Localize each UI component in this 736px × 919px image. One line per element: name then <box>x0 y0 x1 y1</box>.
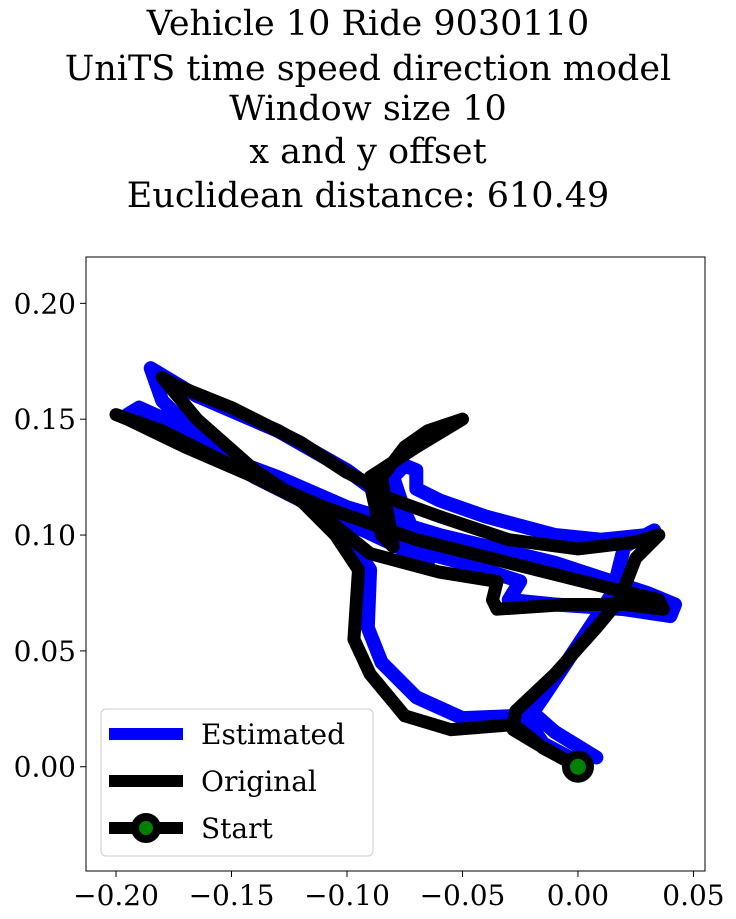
x-tick-label: −0.05 <box>420 879 506 912</box>
y-tick-label: 0.15 <box>14 403 76 436</box>
legend-start-marker <box>131 813 161 843</box>
x-tick-label: −0.20 <box>73 879 159 912</box>
start-point-marker <box>561 750 594 783</box>
y-axis: 0.00 0.05 0.10 0.15 0.20 <box>14 287 86 784</box>
series-line-original <box>109 371 670 774</box>
y-tick-label: 0.20 <box>14 287 76 320</box>
legend-box <box>100 708 374 857</box>
legend-label-estimated: Estimated <box>201 718 345 751</box>
legend-label-original: Original <box>201 765 317 798</box>
x-tick-label: −0.15 <box>189 879 275 912</box>
title-line-1: Vehicle 10 Ride 9030110 <box>146 4 589 44</box>
plot-area-frame <box>85 256 706 872</box>
title-line-2: UniTS time speed direction model <box>65 49 672 89</box>
x-tick-label: 0.05 <box>662 879 724 912</box>
title-line-5: Euclidean distance: 610.49 <box>127 176 609 216</box>
title-line-4: x and y offset <box>249 132 486 172</box>
title-line-3: Window size 10 <box>229 89 507 129</box>
series-lines <box>109 361 682 774</box>
y-tick-label: 0.10 <box>14 519 76 552</box>
start-marker-group <box>561 750 594 783</box>
x-tick-label: −0.10 <box>304 879 390 912</box>
x-axis: −0.20 −0.15 −0.10 −0.05 0.00 0.05 <box>73 871 725 912</box>
legend-label-start: Start <box>201 812 274 845</box>
y-tick-label: 0.00 <box>14 751 76 784</box>
y-tick-label: 0.05 <box>14 635 76 668</box>
x-tick-label: 0.00 <box>547 879 609 912</box>
chart-title: Vehicle 10 Ride 9030110 UniTS time speed … <box>65 4 672 216</box>
legend: Estimated Original Start <box>100 708 374 857</box>
